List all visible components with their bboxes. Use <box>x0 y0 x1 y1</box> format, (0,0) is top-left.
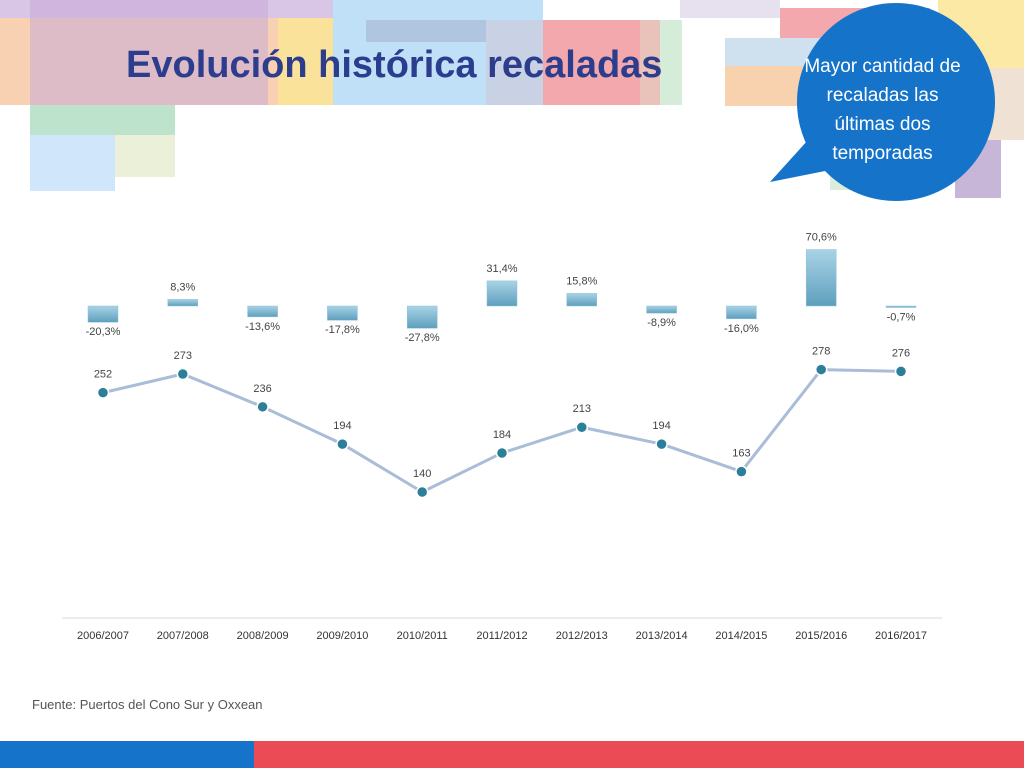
x-tick-label: 2006/2007 <box>77 630 129 642</box>
x-tick-label: 2013/2014 <box>636 630 688 642</box>
callout-text: Mayor cantidad de recaladas las últimas … <box>804 56 961 164</box>
line-point <box>415 485 429 499</box>
x-tick-label: 2016/2017 <box>875 630 927 642</box>
callout-shape <box>770 140 840 182</box>
x-tick-label: 2012/2013 <box>556 630 608 642</box>
bar-pct-change <box>167 299 199 307</box>
line-data-label: 252 <box>94 369 112 381</box>
bar-data-label: -16,0% <box>724 323 759 335</box>
bar-data-label: 31,4% <box>486 263 517 275</box>
x-tick-label: 2009/2010 <box>316 630 368 642</box>
line-point <box>96 386 110 399</box>
line-point <box>655 437 668 451</box>
bar-data-label: -8,9% <box>647 317 676 329</box>
source-note: Fuente: Puertos del Cono Sur y Oxxean <box>32 697 263 712</box>
x-tick-label: 2010/2011 <box>397 630 448 642</box>
bar-data-label: -20,3% <box>86 326 121 338</box>
line-point <box>735 465 748 478</box>
bar-pct-change <box>247 305 278 318</box>
line-point <box>495 446 509 460</box>
line-data-label: 236 <box>253 383 271 395</box>
line-point <box>575 420 589 434</box>
bar-data-label: -13,6% <box>245 321 280 333</box>
bar-data-label: -17,8% <box>325 324 360 336</box>
line-data-label: 273 <box>174 350 192 362</box>
callout-circle <box>797 3 995 201</box>
x-tick-label: 2008/2009 <box>237 630 289 642</box>
line-data-label: 163 <box>732 448 750 460</box>
bar-pct-change <box>646 305 677 314</box>
line-point <box>814 363 828 376</box>
bar-data-label: -0,7% <box>887 312 916 324</box>
x-tick-label: 2007/2008 <box>157 630 209 642</box>
chart: -20,3% 8,3% -13,6% -17,8% -27,8% 31,4% 15,8% -8… <box>62 232 942 642</box>
bar-pct-change <box>406 305 438 329</box>
line-data-label: 276 <box>892 347 910 359</box>
footer-red-band <box>254 741 1024 768</box>
x-tick-label: 2015/2016 <box>795 630 847 642</box>
slide-title: Evolución histórica recaladas <box>126 44 663 86</box>
bar-data-label: 15,8% <box>566 275 597 287</box>
bar-data-label: 70,6% <box>806 232 837 244</box>
bar-pct-change <box>327 305 358 321</box>
bar-data-label: 8,3% <box>170 281 195 293</box>
bar-pct-change <box>726 305 757 320</box>
line-data-label: 194 <box>652 420 670 432</box>
x-tick-label: 2014/2015 <box>715 630 767 642</box>
line-data-label: 140 <box>413 468 431 480</box>
bar-data-label: -27,8% <box>405 332 440 344</box>
footer-blue-band <box>0 741 254 768</box>
line-data-label: 278 <box>812 346 830 358</box>
bar-pct-change <box>486 280 518 307</box>
bar-pct-change <box>87 305 119 323</box>
line-point <box>894 365 908 378</box>
line-point <box>336 437 349 451</box>
line-data-label: 213 <box>573 403 591 415</box>
x-tick-label: 2011/2012 <box>476 630 527 642</box>
bar-pct-change <box>805 249 837 307</box>
bar-pct-change <box>566 293 598 307</box>
bar-pct-change <box>885 305 917 308</box>
line-point <box>256 400 269 414</box>
line-data-label: 184 <box>493 429 511 441</box>
line-point <box>176 367 190 381</box>
line-data-label: 194 <box>333 420 351 432</box>
